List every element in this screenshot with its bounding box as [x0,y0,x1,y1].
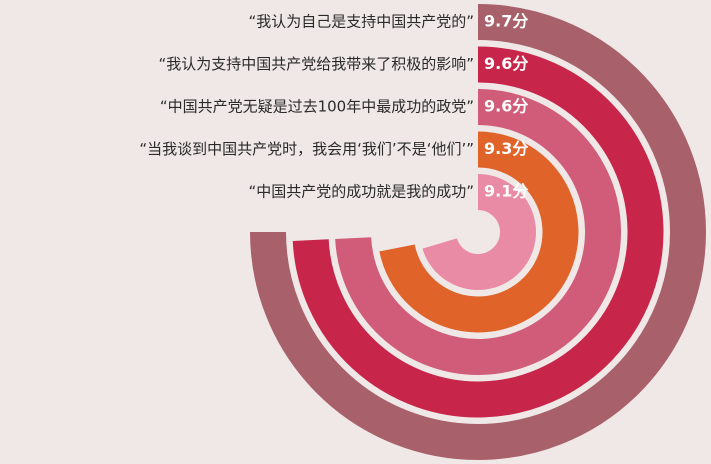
category-label: “我认为支持中国共产党给我带来了积极的影响” [158,55,474,73]
value-label: 9.7分 [484,12,528,31]
value-label: 9.6分 [484,97,528,116]
value-label: 9.1分 [484,182,528,201]
arc-bar [250,4,706,460]
arc-bar [422,174,536,290]
arc-bar [292,46,664,418]
category-label: “当我谈到中国共产党时，我会用‘我们’不是‘他们’” [139,140,474,158]
category-label: “我认为自己是支持中国共产党的” [248,13,474,31]
category-label: “中国共产党的成功就是我的成功” [248,183,474,201]
value-label: 9.6分 [484,54,528,73]
value-label: 9.3分 [484,139,528,158]
arc-bar [379,131,579,333]
arc-bar [335,89,621,375]
category-label: “中国共产党无疑是过去100年中最成功的政党” [160,98,474,116]
